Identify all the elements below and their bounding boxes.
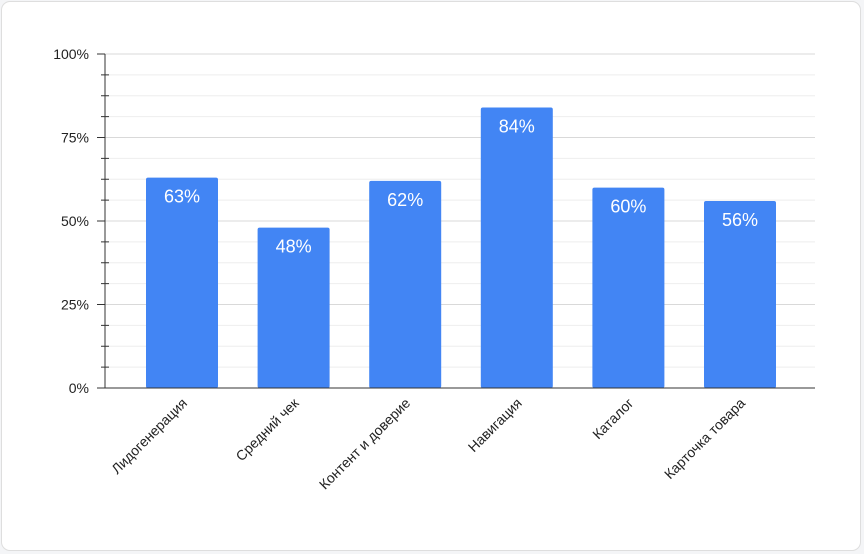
bar [257, 227, 330, 388]
x-category-label: Навигация [465, 395, 525, 455]
x-category-label: Контент и доверие [316, 395, 414, 493]
x-category-label: Карточка товара [661, 395, 748, 482]
y-axis-tick-labels: 0% 25% 50% 75% 100% [53, 46, 89, 396]
bar [592, 187, 665, 388]
bar-value-label: 56% [722, 210, 758, 230]
y-tick-label: 0% [69, 380, 89, 396]
x-axis-category-labels: Лидогенерация Средний чек Контент и довери… [108, 394, 748, 492]
y-tick-label: 25% [61, 297, 89, 313]
y-tick-label: 100% [53, 46, 89, 62]
x-category-label: Средний чек [232, 394, 302, 464]
y-tick-label: 75% [61, 130, 89, 146]
bar-value-label: 63% [164, 187, 200, 207]
bar-value-label: 60% [610, 197, 646, 217]
axes [97, 53, 815, 389]
grid-lines [105, 53, 815, 368]
bar-value-label: 62% [387, 190, 423, 210]
bar [146, 177, 218, 388]
bars [146, 107, 776, 388]
x-category-label: Каталог [589, 395, 636, 442]
data-labels: 63% 48% 62% 84% 60% 56% [164, 116, 758, 256]
bar-value-label: 48% [276, 237, 312, 257]
bar [369, 180, 442, 388]
x-category-label: Лидогенерация [108, 395, 190, 477]
bar [704, 200, 776, 388]
y-tick-label: 50% [61, 213, 89, 229]
bar-value-label: 84% [499, 116, 535, 136]
bar [480, 107, 553, 388]
